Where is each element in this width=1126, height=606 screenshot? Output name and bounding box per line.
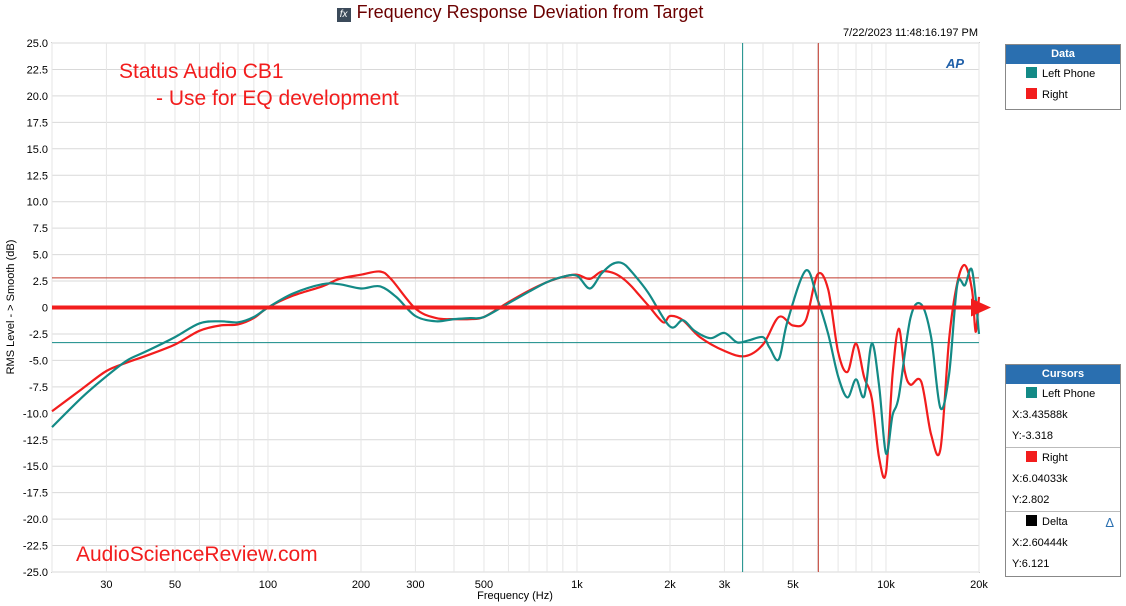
y-tick-label: 5.0 bbox=[33, 250, 48, 262]
y-tick-label: 22.5 bbox=[27, 64, 48, 76]
y-tick-label: -22.5 bbox=[23, 541, 48, 553]
x-tick-label: 1k bbox=[571, 579, 583, 591]
y-tick-label: -15.0 bbox=[23, 461, 48, 473]
legend-item-left-phone[interactable]: Left Phone bbox=[1006, 64, 1120, 85]
black-swatch-icon bbox=[1026, 515, 1037, 526]
x-tick-label: 3k bbox=[719, 579, 731, 591]
y-tick-label: -25.0 bbox=[23, 567, 48, 579]
y-tick-label: -5.0 bbox=[29, 355, 48, 367]
y-tick-label: 0 bbox=[42, 303, 48, 315]
x-axis-ticks: 30 50 100 200 300 500 1k 2k 3k 5k 10k 20k bbox=[100, 579, 988, 591]
y-tick-label: -2.5 bbox=[29, 329, 48, 341]
cursor-label: Left Phone bbox=[1042, 388, 1096, 400]
ap-logo: AP bbox=[945, 56, 964, 71]
y-tick-label: -12.5 bbox=[23, 435, 48, 447]
red-swatch-icon bbox=[1026, 451, 1037, 462]
legend-item-right[interactable]: Right bbox=[1006, 85, 1120, 106]
data-legend-panel: Data Left Phone Right bbox=[1005, 44, 1121, 110]
x-tick-label: 200 bbox=[352, 579, 370, 591]
cursors-panel: Cursors Left Phone X:3.43588k Y:-3.318 R… bbox=[1005, 364, 1121, 577]
grid-lines bbox=[51, 42, 980, 573]
cursor-delta[interactable]: Delta Δ bbox=[1006, 511, 1120, 533]
y-tick-label: 12.5 bbox=[27, 170, 48, 182]
reference-line-group bbox=[52, 298, 991, 317]
x-tick-label: 500 bbox=[475, 579, 493, 591]
cursor-y-value: Y:2.802 bbox=[1012, 494, 1050, 506]
legend-label: Right bbox=[1042, 89, 1068, 101]
x-tick-label: 50 bbox=[169, 579, 181, 591]
teal-swatch-icon bbox=[1026, 387, 1037, 398]
y-tick-label: -10.0 bbox=[23, 408, 48, 420]
x-tick-label: 300 bbox=[406, 579, 424, 591]
product-annotation: Status Audio CB1 bbox=[119, 60, 284, 83]
watermark: AudioScienceReview.com bbox=[76, 543, 318, 566]
x-tick-label: 20k bbox=[970, 579, 988, 591]
delta-icon[interactable]: Δ bbox=[1105, 515, 1114, 530]
chart-title-text: Frequency Response Deviation from Target bbox=[356, 2, 704, 22]
note-annotation: - Use for EQ development bbox=[156, 87, 399, 110]
y-tick-label: -20.0 bbox=[23, 514, 48, 526]
cursors-panel-title: Cursors bbox=[1006, 365, 1120, 384]
cursor-x-value: X:2.60444k bbox=[1012, 537, 1068, 549]
x-tick-label: 2k bbox=[664, 579, 676, 591]
y-tick-label: 15.0 bbox=[27, 144, 48, 156]
cursor-label: Right bbox=[1042, 452, 1068, 464]
y-tick-label: -17.5 bbox=[23, 488, 48, 500]
y-tick-label: -7.5 bbox=[29, 382, 48, 394]
x-axis-label: Frequency (Hz) bbox=[477, 590, 553, 602]
x-tick-label: 100 bbox=[259, 579, 277, 591]
x-tick-label: 5k bbox=[787, 579, 799, 591]
cursor-x-value: X:3.43588k bbox=[1012, 409, 1068, 421]
y-axis-ticks: 25.0 22.5 20.0 17.5 15.0 12.5 10.0 7.5 5.0 2.5 0 -2… bbox=[23, 38, 48, 579]
cursor-right[interactable]: Right bbox=[1006, 447, 1120, 469]
cursor-left-phone[interactable]: Left Phone bbox=[1006, 384, 1120, 405]
cursor-y-value: Y:6.121 bbox=[1012, 558, 1050, 570]
y-tick-label: 20.0 bbox=[27, 91, 48, 103]
y-tick-label: 2.5 bbox=[33, 276, 48, 288]
reference-arrow-icon bbox=[971, 298, 991, 317]
x-tick-label: 30 bbox=[100, 579, 112, 591]
cursor-x-value: X:6.04033k bbox=[1012, 473, 1068, 485]
cursor-y-value: Y:-3.318 bbox=[1012, 430, 1053, 442]
data-panel-title: Data bbox=[1006, 45, 1120, 64]
y-axis-label: RMS Level - > Smooth (dB) bbox=[5, 240, 17, 375]
legend-label: Left Phone bbox=[1042, 68, 1096, 80]
y-tick-label: 7.5 bbox=[33, 223, 48, 235]
chart-title: fx Frequency Response Deviation from Targ… bbox=[0, 2, 1040, 23]
teal-swatch-icon bbox=[1026, 67, 1037, 78]
y-tick-label: 10.0 bbox=[27, 197, 48, 209]
y-tick-label: 17.5 bbox=[27, 117, 48, 129]
cursor-label: Delta bbox=[1042, 516, 1068, 528]
series-line-left-phone bbox=[51, 261, 981, 455]
red-swatch-icon bbox=[1026, 88, 1037, 99]
timestamp: 7/22/2023 11:48:16.197 PM bbox=[843, 27, 978, 39]
x-tick-label: 10k bbox=[877, 579, 895, 591]
function-icon[interactable]: fx bbox=[336, 8, 351, 22]
frequency-response-chart[interactable]: 25.0 22.5 20.0 17.5 15.0 12.5 10.0 7.5 5.0 2.5 0 -2… bbox=[0, 0, 1000, 606]
y-tick-label: 25.0 bbox=[27, 38, 48, 50]
